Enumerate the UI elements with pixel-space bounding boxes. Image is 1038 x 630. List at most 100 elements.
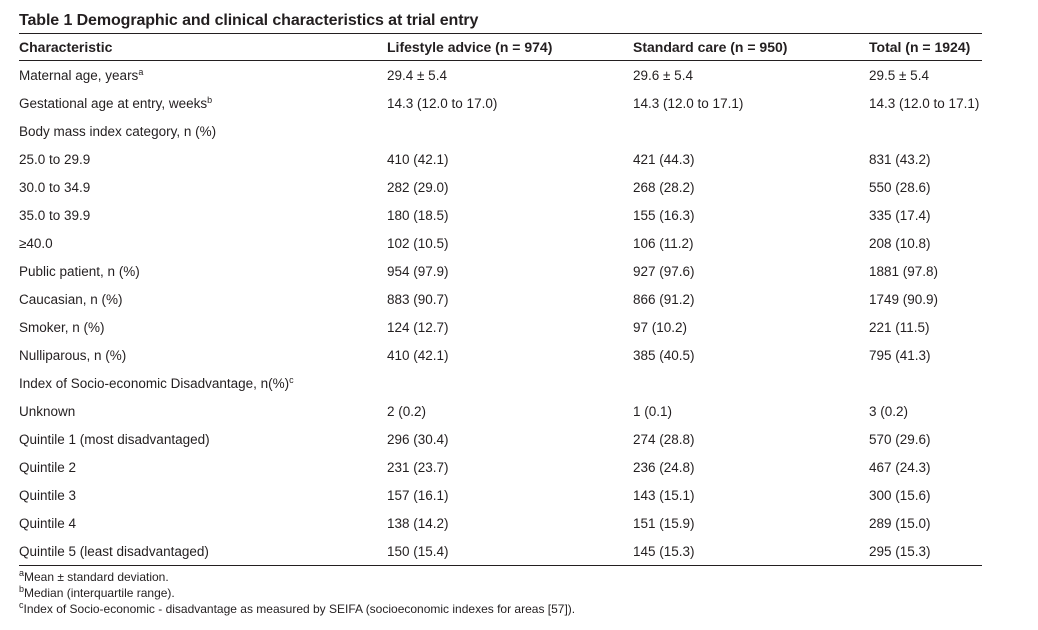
- row-label-cell: Quintile 4: [19, 509, 387, 537]
- table-title: Table 1 Demographic and clinical charact…: [19, 12, 479, 29]
- table-row: Body mass index category, n (%): [19, 117, 982, 145]
- row-label: Index of Socio-economic Disadvantage, n(…: [19, 375, 290, 391]
- row-label-cell: ≥40.0: [19, 229, 387, 257]
- lifestyle-advice-value: 296 (30.4): [387, 431, 449, 447]
- row-label: Quintile 1 (most disadvantaged): [19, 431, 210, 447]
- row-label-cell: Quintile 2: [19, 453, 387, 481]
- row-label: Smoker, n (%): [19, 319, 105, 335]
- lifestyle-advice-value: 102 (10.5): [387, 235, 449, 251]
- row-label-cell: Caucasian, n (%): [19, 285, 387, 313]
- total-value: 550 (28.6): [869, 179, 931, 195]
- table-row: 35.0 to 39.9 180 (18.5) 155 (16.3) 335 (17.…: [19, 201, 982, 229]
- header-lifestyle-advice: Lifestyle advice (n = 974): [387, 39, 553, 55]
- footnote-mark: c: [19, 600, 24, 610]
- table-row: Nulliparous, n (%) 410 (42.1) 385 (40.5) 79…: [19, 341, 982, 369]
- header-standard-care: Standard care (n = 950): [633, 39, 788, 55]
- characteristics-table: Characteristic Lifestyle advice (n = 974…: [19, 33, 982, 566]
- table-row: 25.0 to 29.9 410 (42.1) 421 (44.3) 831 (43.…: [19, 145, 982, 173]
- lifestyle-advice-value: [387, 117, 633, 145]
- header-row: Characteristic Lifestyle advice (n = 974…: [19, 33, 982, 61]
- standard-care-value: 385 (40.5): [633, 347, 695, 363]
- standard-care-value: 145 (15.3): [633, 543, 695, 559]
- table-row: Quintile 5 (least disadvantaged) 150 (15.…: [19, 537, 982, 566]
- footnote-marker: a: [138, 66, 144, 77]
- footnotes: aMean ± standard deviation. bMedian (inte…: [19, 569, 982, 617]
- lifestyle-advice-value: [387, 369, 633, 397]
- row-label-cell: Gestational age at entry, weeksb: [19, 89, 387, 117]
- standard-care-value: 29.6 ± 5.4: [633, 67, 693, 83]
- standard-care-value: 927 (97.6): [633, 263, 695, 279]
- total-value: 570 (29.6): [869, 431, 931, 447]
- row-label-cell: Quintile 5 (least disadvantaged): [19, 537, 387, 566]
- standard-care-value: 236 (24.8): [633, 459, 695, 475]
- standard-care-value: [633, 369, 869, 397]
- standard-care-value: 421 (44.3): [633, 151, 695, 167]
- total-value: 335 (17.4): [869, 207, 931, 223]
- row-label: Quintile 5 (least disadvantaged): [19, 543, 209, 559]
- lifestyle-advice-value: 180 (18.5): [387, 207, 449, 223]
- row-label-cell: Maternal age, yearsa: [19, 61, 387, 90]
- total-value: [869, 369, 982, 397]
- row-label: Maternal age, years: [19, 67, 139, 83]
- footnote-marker: b: [207, 94, 213, 105]
- lifestyle-advice-value: 410 (42.1): [387, 151, 449, 167]
- row-label: Nulliparous, n (%): [19, 347, 127, 363]
- table-row: Maternal age, yearsa 29.4 ± 5.4 29.6 ± 5.4…: [19, 61, 982, 90]
- total-value: 14.3 (12.0 to 17.1): [869, 95, 980, 111]
- row-label: Gestational age at entry, weeks: [19, 95, 208, 111]
- standard-care-value: 97 (10.2): [633, 319, 688, 335]
- lifestyle-advice-value: 282 (29.0): [387, 179, 449, 195]
- table-row: Gestational age at entry, weeksb 14.3 (12…: [19, 89, 982, 117]
- footnote: cIndex of Socio-economic - disadvantage …: [19, 601, 982, 617]
- total-value: 1881 (97.8): [869, 263, 939, 279]
- total-value: 467 (24.3): [869, 459, 931, 475]
- footnote-text: Index of Socio-economic - disadvantage a…: [23, 602, 576, 616]
- standard-care-value: 155 (16.3): [633, 207, 695, 223]
- standard-care-value: 151 (15.9): [633, 515, 695, 531]
- table-row: Quintile 2 231 (23.7) 236 (24.8) 467 (24.3): [19, 453, 982, 481]
- standard-care-value: 866 (91.2): [633, 291, 695, 307]
- table-row: Caucasian, n (%) 883 (90.7) 866 (91.2) 1749…: [19, 285, 982, 313]
- row-label: Quintile 2: [19, 459, 77, 475]
- standard-care-value: 106 (11.2): [633, 235, 694, 251]
- footnote-marker: c: [289, 374, 294, 385]
- row-label-cell: 30.0 to 34.9: [19, 173, 387, 201]
- table-container: Table 1 Demographic and clinical charact…: [19, 11, 982, 617]
- lifestyle-advice-value: 410 (42.1): [387, 347, 449, 363]
- total-value: [869, 117, 982, 145]
- total-value: 3 (0.2): [869, 403, 909, 419]
- total-value: 289 (15.0): [869, 515, 931, 531]
- table-body: Maternal age, yearsa 29.4 ± 5.4 29.6 ± 5.4…: [19, 61, 982, 566]
- footnote: bMedian (interquartile range).: [19, 585, 982, 601]
- total-value: 831 (43.2): [869, 151, 931, 167]
- lifestyle-advice-value: 954 (97.9): [387, 263, 449, 279]
- footnote-mark: b: [19, 584, 25, 594]
- row-label: Unknown: [19, 403, 76, 419]
- row-label: 35.0 to 39.9: [19, 207, 91, 223]
- row-label-cell: Quintile 1 (most disadvantaged): [19, 425, 387, 453]
- total-value: 300 (15.6): [869, 487, 931, 503]
- row-label: ≥40.0: [19, 235, 53, 251]
- standard-care-value: 143 (15.1): [633, 487, 695, 503]
- table-row: Quintile 1 (most disadvantaged) 296 (30.4…: [19, 425, 982, 453]
- row-label-cell: Unknown: [19, 397, 387, 425]
- row-label: 25.0 to 29.9: [19, 151, 91, 167]
- row-label-cell: Quintile 3: [19, 481, 387, 509]
- standard-care-value: 268 (28.2): [633, 179, 695, 195]
- table-row: Index of Socio-economic Disadvantage, n(…: [19, 369, 982, 397]
- lifestyle-advice-value: 883 (90.7): [387, 291, 449, 307]
- lifestyle-advice-value: 231 (23.7): [387, 459, 449, 475]
- lifestyle-advice-value: 124 (12.7): [387, 319, 449, 335]
- total-value: 208 (10.8): [869, 235, 931, 251]
- total-value: 221 (11.5): [869, 319, 930, 335]
- row-label: Public patient, n (%): [19, 263, 140, 279]
- lifestyle-advice-value: 2 (0.2): [387, 403, 427, 419]
- lifestyle-advice-value: 157 (16.1): [387, 487, 449, 503]
- total-value: 1749 (90.9): [869, 291, 939, 307]
- row-label: Quintile 4: [19, 515, 77, 531]
- row-label-cell: Nulliparous, n (%): [19, 341, 387, 369]
- table-row: Unknown 2 (0.2) 1 (0.1) 3 (0.2): [19, 397, 982, 425]
- table-row: Public patient, n (%) 954 (97.9) 927 (97.6…: [19, 257, 982, 285]
- row-label: Body mass index category, n (%): [19, 123, 217, 139]
- row-label: Quintile 3: [19, 487, 77, 503]
